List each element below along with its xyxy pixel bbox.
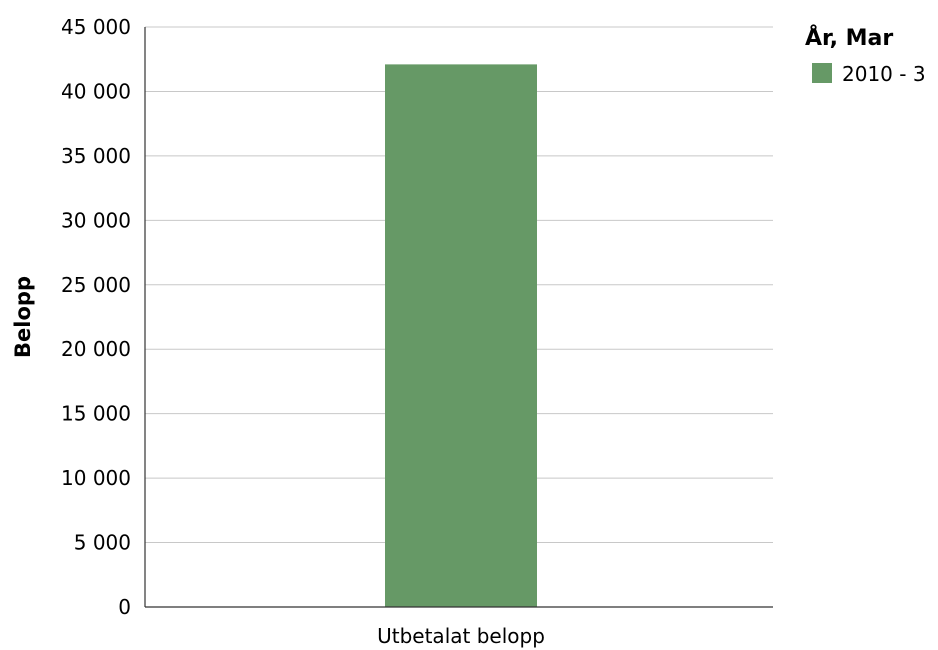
y-tick-label: 10 000 xyxy=(61,466,131,490)
y-tick-label: 25 000 xyxy=(61,273,131,297)
y-tick-label: 40 000 xyxy=(61,79,131,103)
y-tick-label: 15 000 xyxy=(61,402,131,426)
bar xyxy=(385,64,537,607)
y-axis-label: Belopp xyxy=(11,276,35,358)
legend: År, Mar 2010 - 3 xyxy=(805,25,926,86)
x-category-labels: Utbetalat belopp xyxy=(377,624,545,648)
axes xyxy=(144,27,773,608)
y-tick-labels: 0 5 000 10 000 15 000 20 000 25 000 30 000 35 0… xyxy=(61,15,131,619)
legend-title: År, Mar xyxy=(805,25,893,51)
y-tick-label: 45 000 xyxy=(61,15,131,39)
y-tick-label: 35 000 xyxy=(61,144,131,168)
x-category-label: Utbetalat belopp xyxy=(377,624,545,648)
y-tick-label: 20 000 xyxy=(61,337,131,361)
bars xyxy=(385,64,537,607)
legend-item-label: 2010 - 3 xyxy=(842,62,926,86)
y-tick-label: 30 000 xyxy=(61,208,131,232)
legend-swatch xyxy=(812,63,832,83)
y-tick-label: 0 xyxy=(118,595,131,619)
y-tick-label: 5 000 xyxy=(74,531,131,555)
